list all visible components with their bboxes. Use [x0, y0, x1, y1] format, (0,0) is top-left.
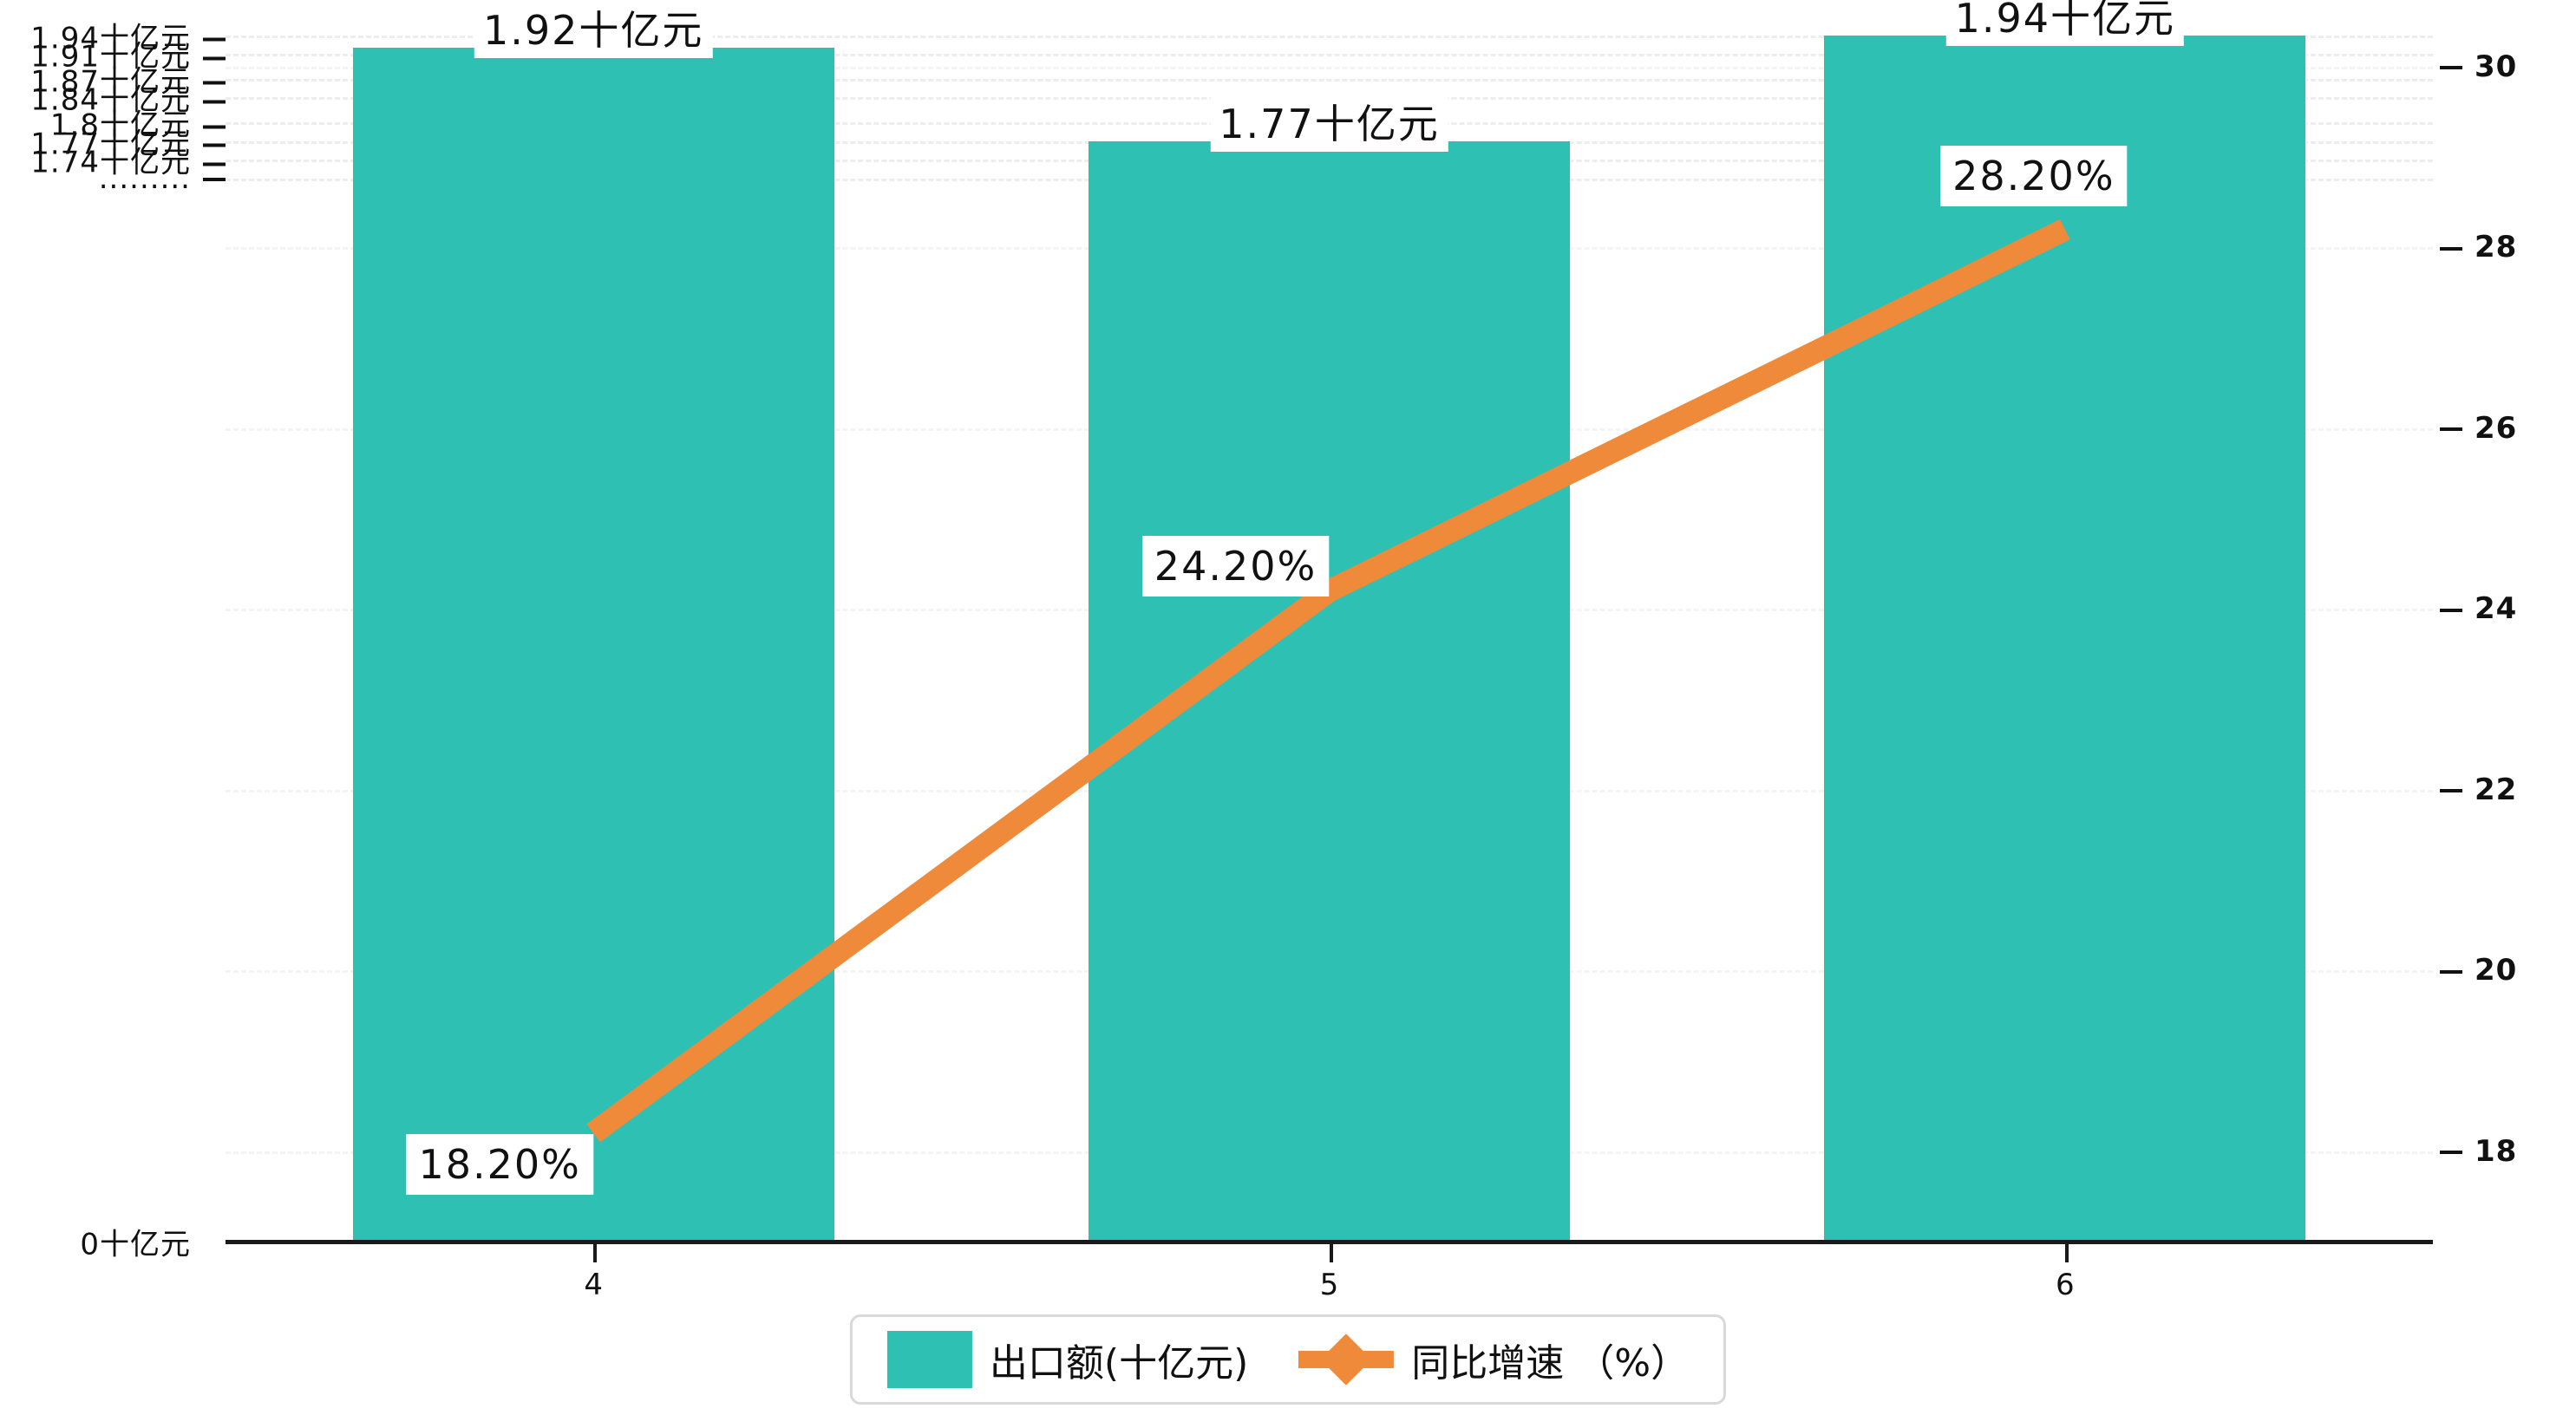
y-axis-right-tick-label: 28: [2475, 230, 2518, 265]
gridline-secondary: [226, 66, 2433, 69]
tick-mark: [2440, 789, 2462, 793]
line-series: [586, 218, 2070, 1143]
gridline: [226, 78, 2433, 82]
tick-mark: [2440, 608, 2462, 612]
tick-mark: [203, 178, 226, 182]
bar-value-label: 1.77十亿元: [1210, 90, 1448, 152]
tick-mark: [203, 162, 226, 166]
legend-item-bar[interactable]: 出口额(十亿元): [886, 1331, 1249, 1388]
tick-mark: [2440, 246, 2462, 251]
y-axis-left-tick-label: 1.77十亿元: [30, 127, 191, 162]
y-axis-left-tick: 1.74十亿元: [30, 139, 226, 181]
y-axis-left-tick: 1.91十亿元: [30, 33, 226, 75]
y-axis-right-tick-label: 30: [2475, 49, 2518, 84]
x-axis-tick-mark: [1329, 1240, 1333, 1262]
tick-mark: [2440, 969, 2462, 974]
legend-swatch-bar-icon: [886, 1331, 972, 1388]
y-axis-left-tick-label: 1.87十亿元: [30, 64, 191, 100]
y-axis-right-tick-label: 22: [2475, 772, 2518, 807]
y-axis-left-tick: .........: [99, 161, 226, 196]
line-path: [586, 218, 2070, 1143]
x-axis-tick-label: 5: [1319, 1268, 1339, 1302]
y-axis-right-tick: 30: [2440, 49, 2517, 84]
legend-label-line: 同比增速 （%）: [1411, 1341, 1690, 1386]
legend-label-bar: 出口额(十亿元): [989, 1341, 1249, 1386]
x-axis-tick-mark: [593, 1240, 598, 1262]
y-axis-right-tick: 26: [2440, 411, 2517, 446]
tick-mark: [203, 125, 226, 129]
bar-value-label: 1.94十亿元: [1945, 0, 2185, 46]
y-axis-left-tick-label: 0十亿元: [80, 1227, 191, 1262]
y-axis-left-tick: 1.8十亿元: [50, 101, 226, 144]
y-axis-right-tick-label: 20: [2475, 953, 2518, 988]
tick-mark: [2440, 66, 2462, 70]
y-axis-left-tick-label: 1.94十亿元: [30, 21, 191, 56]
y-axis-left-tick: 1.84十亿元: [30, 76, 226, 119]
x-axis-tick-mark: [2064, 1240, 2069, 1262]
gridline: [226, 54, 2433, 57]
plot-area: 1.92十亿元 1.77十亿元 1.94十亿元 18.20% 24.20% 28.20%: [226, 0, 2433, 1242]
tick-mark: [2440, 1151, 2462, 1155]
line-value-label: 24.20%: [1141, 536, 1330, 597]
y-axis-right-tick: 20: [2440, 953, 2517, 988]
y-axis-left-tick: 1.77十亿元: [30, 120, 226, 162]
y-axis-left-tick: 0十亿元: [80, 1221, 226, 1263]
chart-legend[interactable]: 出口额(十亿元) 同比增速 （%）: [849, 1314, 1727, 1405]
tick-mark: [203, 37, 226, 42]
y-axis-right-tick-label: 18: [2475, 1133, 2518, 1169]
y-axis-left-tick-label: 1.74十亿元: [30, 145, 191, 180]
y-axis-right-tick: 28: [2440, 230, 2517, 264]
tick-mark: [203, 81, 226, 85]
y-axis-left-tick-label: 1.84十亿元: [30, 82, 191, 118]
y-axis-left-tick: 1.87十亿元: [30, 57, 226, 100]
y-axis-left-tick-label: .........: [98, 160, 191, 196]
legend-swatch-line-icon: [1298, 1331, 1395, 1388]
y-axis-right-tick: 24: [2440, 591, 2517, 626]
y-axis-right-tick-label: 24: [2475, 591, 2518, 627]
gridline: [226, 35, 2433, 38]
tick-mark: [2440, 427, 2462, 432]
tick-mark: [203, 143, 226, 147]
tick-mark: [203, 100, 226, 104]
legend-item-line[interactable]: 同比增速 （%）: [1298, 1331, 1689, 1388]
tick-mark: [203, 56, 226, 61]
y-axis-right-tick: 18: [2440, 1134, 2517, 1169]
x-axis-tick-label: 4: [584, 1268, 603, 1302]
bar-value-label: 1.92十亿元: [474, 0, 713, 59]
y-axis-left-tick-label: 1.8十亿元: [49, 108, 191, 143]
line-value-label: 28.20%: [1940, 145, 2128, 206]
y-axis-right-tick: 22: [2440, 773, 2517, 807]
x-axis-tick-label: 6: [2056, 1268, 2075, 1302]
line-value-label: 18.20%: [406, 1133, 593, 1195]
bar[interactable]: [1089, 140, 1570, 1242]
y-axis-right-tick-label: 26: [2475, 410, 2518, 446]
y-axis-left-tick: 1.94十亿元: [30, 14, 226, 56]
y-axis-left-tick-label: 1.91十亿元: [30, 39, 191, 75]
bar[interactable]: [352, 48, 834, 1242]
